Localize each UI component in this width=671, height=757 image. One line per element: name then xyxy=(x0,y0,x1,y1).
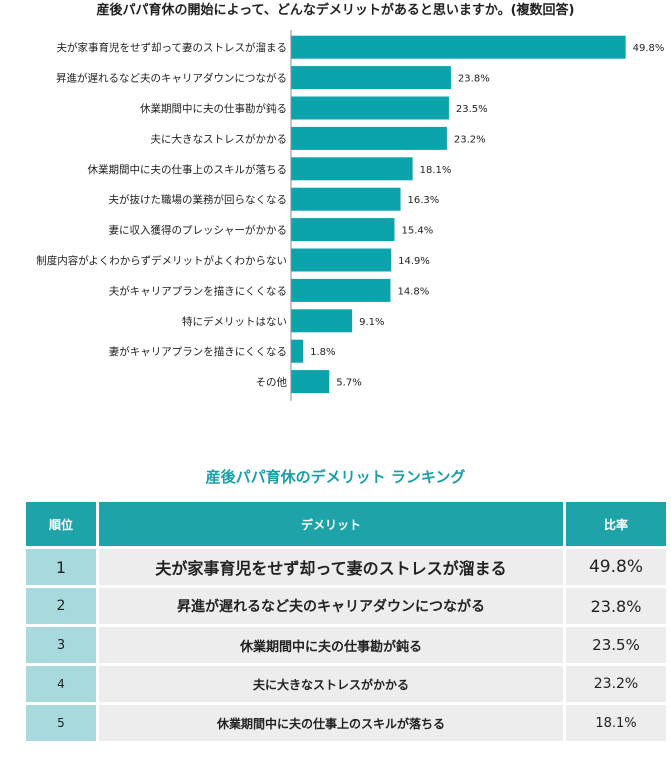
rate-cell: 23.5% xyxy=(566,627,666,663)
category-label: 妻に収入獲得のプレッシャーがかかる xyxy=(109,224,288,237)
category-label: 夫がキャリアプランを描きにくくなる xyxy=(109,284,287,297)
demerit-cell: 休業期間中に夫の仕事上のスキルが落ちる xyxy=(99,705,563,741)
value-label: 14.9% xyxy=(398,256,430,267)
header-rank: 順位 xyxy=(26,502,96,546)
category-label: 制度内容がよくわからずデメリットがよくわからない xyxy=(36,254,287,267)
category-label: 特にデメリットはない xyxy=(182,315,287,328)
value-label: 9.1% xyxy=(359,317,384,328)
bar xyxy=(291,248,392,272)
ranking-table: 順位 デメリット 比率 1 夫が家事育児をせず却って妻のストレスが溜まる 49.… xyxy=(23,499,669,744)
bar xyxy=(291,370,330,394)
rank-cell: 4 xyxy=(26,666,96,702)
ranking-row: 2 昇進が遅れるなど夫のキャリアダウンにつながる 23.8% xyxy=(26,588,666,624)
value-label: 14.8% xyxy=(397,286,429,297)
chart-title: 産後パパ育休の開始によって、どんなデメリットがあると思いますか。(複数回答) xyxy=(96,3,575,18)
bar xyxy=(291,187,401,211)
rank-cell: 2 xyxy=(26,588,96,624)
ranking-row: 3 休業期間中に夫の仕事勘が鈍る 23.5% xyxy=(26,627,666,663)
demerit-cell: 休業期間中に夫の仕事勘が鈍る xyxy=(99,627,563,663)
value-label: 49.8% xyxy=(633,43,665,54)
value-label: 23.2% xyxy=(454,134,486,145)
bar xyxy=(291,35,626,59)
value-label: 5.7% xyxy=(336,378,361,389)
category-label: 夫に大きなストレスがかかる xyxy=(151,132,288,145)
bar xyxy=(291,309,353,333)
bar xyxy=(291,339,304,363)
demerit-cell: 夫に大きなストレスがかかる xyxy=(99,666,563,702)
category-label: 昇進が遅れるなど夫のキャリアダウンにつながる xyxy=(56,72,287,85)
demerit-cell: 夫が家事育児をせず却って妻のストレスが溜まる xyxy=(99,549,563,585)
rank-cell: 1 xyxy=(26,549,96,585)
value-label: 1.8% xyxy=(310,347,335,358)
category-label: 妻がキャリアプランを描きにくくなる xyxy=(109,345,287,358)
category-label: 夫が抜けた職場の業務が回らなくなる xyxy=(109,193,288,206)
rate-cell: 18.1% xyxy=(566,705,666,741)
rate-cell: 49.8% xyxy=(566,549,666,585)
bar xyxy=(291,96,449,120)
bar xyxy=(291,126,447,150)
category-label: 夫が家事育児をせず却って妻のストレスが溜まる xyxy=(57,41,287,54)
ranking-row: 4 夫に大きなストレスがかかる 23.2% xyxy=(26,666,666,702)
value-label: 16.3% xyxy=(408,195,440,206)
value-label: 15.4% xyxy=(401,226,433,237)
bar-chart: 夫が家事育児をせず却って妻のストレスが溜まる 49.8% 昇進が遅れるなど夫のキャリ… xyxy=(36,30,665,401)
bar xyxy=(291,66,451,90)
value-label: 23.8% xyxy=(458,74,490,85)
bar xyxy=(291,278,391,302)
demerit-cell: 昇進が遅れるなど夫のキャリアダウンにつながる xyxy=(99,588,563,624)
ranking-row: 1 夫が家事育児をせず却って妻のストレスが溜まる 49.8% xyxy=(26,549,666,585)
bar xyxy=(291,218,395,242)
ranking-row: 5 休業期間中に夫の仕事上のスキルが落ちる 18.1% xyxy=(26,705,666,741)
rate-cell: 23.2% xyxy=(566,666,666,702)
ranking-header-row: 順位 デメリット 比率 xyxy=(26,502,666,546)
rank-cell: 3 xyxy=(26,627,96,663)
bar xyxy=(291,157,413,181)
rank-cell: 5 xyxy=(26,705,96,741)
header-demerit: デメリット xyxy=(99,502,563,546)
value-label: 23.5% xyxy=(456,104,488,115)
value-label: 18.1% xyxy=(420,165,452,176)
category-label: その他 xyxy=(256,376,288,389)
category-label: 休業期間中に夫の仕事勘が鈍る xyxy=(140,102,287,115)
header-rate: 比率 xyxy=(566,502,666,546)
rate-cell: 23.8% xyxy=(566,588,666,624)
category-label: 休業期間中に夫の仕事上のスキルが落ちる xyxy=(88,163,288,176)
ranking-title: 産後パパ育休のデメリット ランキング xyxy=(205,468,466,486)
